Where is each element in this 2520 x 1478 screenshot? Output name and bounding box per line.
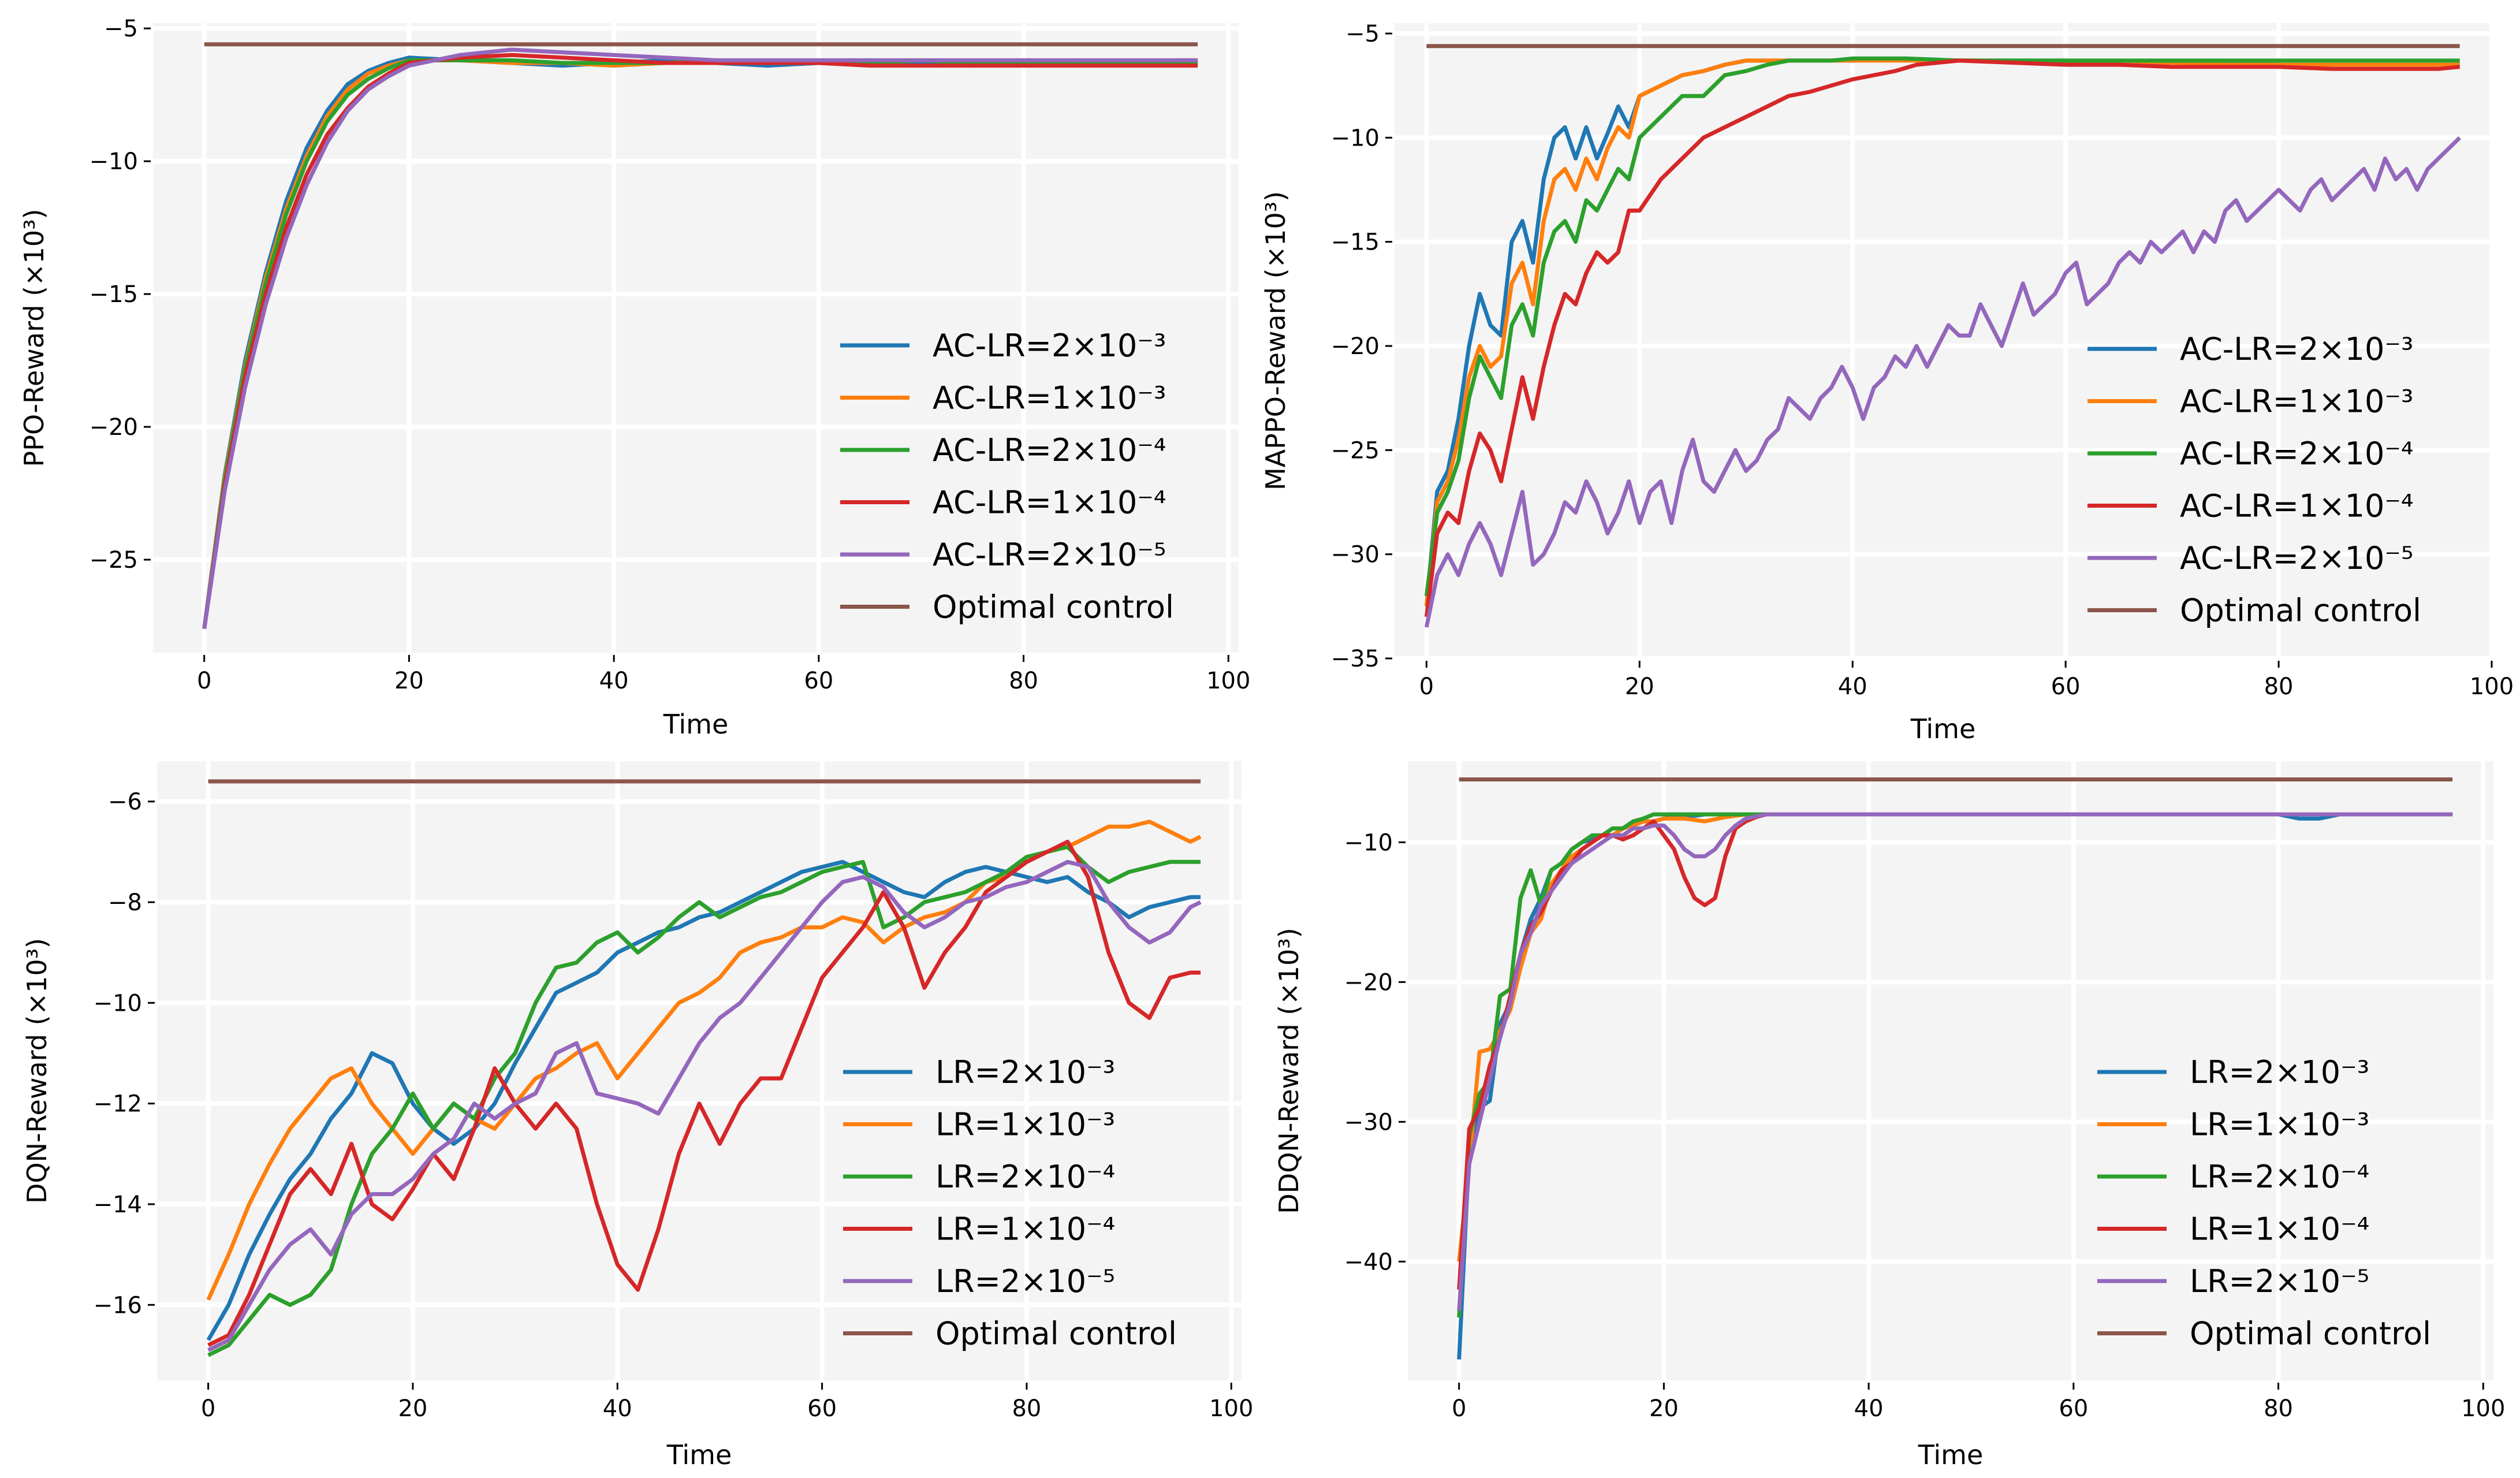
- legend-label: LR=1×10⁻⁴: [935, 1211, 1115, 1248]
- y-tick-label: −10: [1344, 829, 1393, 856]
- series-line: [202, 47, 1198, 630]
- x-tick-label: 100: [2470, 673, 2514, 700]
- series-line: [1424, 136, 2462, 628]
- series-line: [1457, 812, 2453, 1311]
- x-tick-label: 20: [394, 668, 424, 694]
- y-tick-label: −6: [108, 789, 142, 816]
- x-tick-label: 80: [2264, 1395, 2293, 1422]
- y-tick-label: −40: [1344, 1249, 1393, 1275]
- x-tick-label: 0: [197, 668, 211, 694]
- series-line: [207, 839, 1201, 1347]
- legend-label: LR=2×10⁻⁵: [2190, 1263, 2369, 1300]
- x-tick-label: 80: [1012, 1395, 1041, 1422]
- y-tick-label: −20: [90, 414, 138, 441]
- series-line: [1424, 56, 2460, 597]
- x-axis-label: Time: [666, 1439, 732, 1470]
- legend: LR=2×10⁻³ LR=1×10⁻³ LR=2×10⁻⁴ LR=1×10⁻⁴ LR=2…: [2097, 1054, 2431, 1352]
- x-tick-label: 40: [1838, 673, 1867, 700]
- y-axis-label: DDQN-Reward (×10³): [1273, 928, 1304, 1213]
- legend-label: Optimal control: [2180, 593, 2421, 629]
- legend-label: LR=2×10⁻⁴: [935, 1159, 1115, 1195]
- y-tick-label: −15: [1331, 229, 1380, 256]
- y-tick-label: −20: [1331, 333, 1380, 360]
- legend-label: AC-LR=2×10⁻⁵: [933, 537, 1166, 573]
- x-tick-label: 0: [201, 1395, 215, 1422]
- legend-label: AC-LR=2×10⁻⁵: [2180, 540, 2414, 576]
- legend-label: AC-LR=2×10⁻⁴: [933, 432, 1166, 468]
- x-tick-label: 40: [603, 1395, 632, 1422]
- series-line: [1424, 58, 2460, 607]
- series-line: [206, 859, 1201, 1342]
- legend-label: AC-LR=2×10⁻⁴: [2180, 435, 2414, 472]
- legend-label: AC-LR=1×10⁻³: [933, 380, 1166, 416]
- x-tick-label: 60: [2051, 673, 2081, 700]
- y-axis-label: PPO-Reward (×10³): [18, 209, 50, 467]
- y-tick-label: −25: [90, 547, 138, 574]
- plot-background: [1408, 761, 2493, 1380]
- legend: LR=2×10⁻³ LR=1×10⁻³ LR=2×10⁻⁴ LR=1×10⁻⁴ LR=2…: [843, 1054, 1177, 1352]
- legend-label: LR=1×10⁻³: [2190, 1107, 2369, 1143]
- legend-label: LR=2×10⁻³: [935, 1054, 1115, 1090]
- y-tick-label: −10: [94, 990, 142, 1017]
- legend-label: LR=2×10⁻³: [2190, 1054, 2369, 1090]
- series-line: [1424, 58, 2461, 617]
- legend: AC-LR=2×10⁻³ AC-LR=1×10⁻³ AC-LR=2×10⁻⁴ AC-L…: [840, 327, 1174, 626]
- series-line: [202, 58, 1198, 630]
- x-tick-label: 20: [1625, 673, 1654, 700]
- y-tick-label: −14: [94, 1192, 142, 1218]
- legend-label: AC-LR=1×10⁻³: [2180, 384, 2414, 420]
- legend-label: LR=2×10⁻⁴: [2190, 1159, 2369, 1195]
- x-tick-label: 20: [398, 1395, 427, 1422]
- x-tick-label: 100: [2461, 1395, 2505, 1422]
- x-axis-label: Time: [1918, 1439, 1984, 1470]
- x-axis-label: Time: [1910, 713, 1976, 744]
- legend-label: AC-LR=1×10⁻⁴: [933, 485, 1166, 521]
- legend-label: AC-LR=2×10⁻³: [2180, 331, 2414, 367]
- y-tick-label: −30: [1331, 542, 1380, 568]
- y-axis-label: DQN-Reward (×10³): [21, 938, 53, 1204]
- y-axis-label: MAPPO-Reward (×10³): [1260, 191, 1291, 490]
- y-tick-label: −25: [1331, 437, 1380, 464]
- chart-panel-2: 0 20 40 60 80 100 −16 −14 −12 −10 −8 −6 Time DQN-Rewa…: [21, 761, 1253, 1470]
- legend-label: LR=1×10⁻³: [935, 1107, 1115, 1143]
- y-tick-label: −5: [104, 16, 138, 42]
- legend-label: LR=1×10⁻⁴: [2190, 1211, 2369, 1248]
- y-tick-label: −15: [90, 281, 138, 308]
- x-tick-label: 40: [599, 668, 629, 694]
- y-tick-label: −35: [1331, 646, 1380, 672]
- y-tick-label: −10: [1331, 125, 1380, 151]
- x-tick-label: 60: [807, 1395, 837, 1422]
- y-tick-label: −12: [94, 1091, 142, 1118]
- legend-label: Optimal control: [935, 1316, 1177, 1352]
- legend-label: AC-LR=1×10⁻⁴: [2180, 488, 2414, 524]
- series-line: [202, 53, 1198, 630]
- x-tick-label: 60: [804, 668, 833, 694]
- x-tick-label: 100: [1206, 668, 1250, 694]
- legend-label: LR=2×10⁻⁵: [935, 1263, 1115, 1300]
- y-tick-label: −16: [94, 1292, 142, 1319]
- legend-label: Optimal control: [933, 589, 1174, 626]
- x-tick-label: 40: [1854, 1395, 1884, 1422]
- x-tick-label: 60: [2059, 1395, 2088, 1422]
- x-tick-label: 80: [1009, 668, 1038, 694]
- x-tick-label: 80: [2264, 673, 2294, 700]
- y-tick-label: −30: [1344, 1109, 1393, 1136]
- y-tick-label: −8: [108, 889, 142, 916]
- chart-panel-0: 0 20 40 60 80 100 −25 −20 −15 −10 −5 Time PPO-Reward…: [18, 16, 1250, 740]
- x-tick-label: 0: [1419, 673, 1434, 700]
- legend-label: AC-LR=2×10⁻³: [933, 327, 1166, 364]
- series-line: [207, 859, 1202, 1352]
- y-tick-label: −20: [1344, 969, 1393, 996]
- y-tick-label: −10: [90, 148, 138, 175]
- legend: AC-LR=2×10⁻³ AC-LR=1×10⁻³ AC-LR=2×10⁻⁴ AC-L…: [2087, 331, 2421, 629]
- y-tick-label: −5: [1345, 21, 1380, 47]
- x-tick-label: 100: [1209, 1395, 1253, 1422]
- x-axis-label: Time: [663, 709, 729, 740]
- x-tick-label: 20: [1649, 1395, 1679, 1422]
- x-tick-label: 0: [1452, 1395, 1466, 1422]
- chart-panel-1: 0 20 40 60 80 100 −35 −30 −25 −20 −15 −10 −5 Time MAPP…: [1260, 21, 2514, 744]
- legend-label: Optimal control: [2190, 1316, 2431, 1352]
- chart-panel-3: 0 20 40 60 80 100 −40 −30 −20 −10 Time DDQN-Reward …: [1273, 761, 2505, 1470]
